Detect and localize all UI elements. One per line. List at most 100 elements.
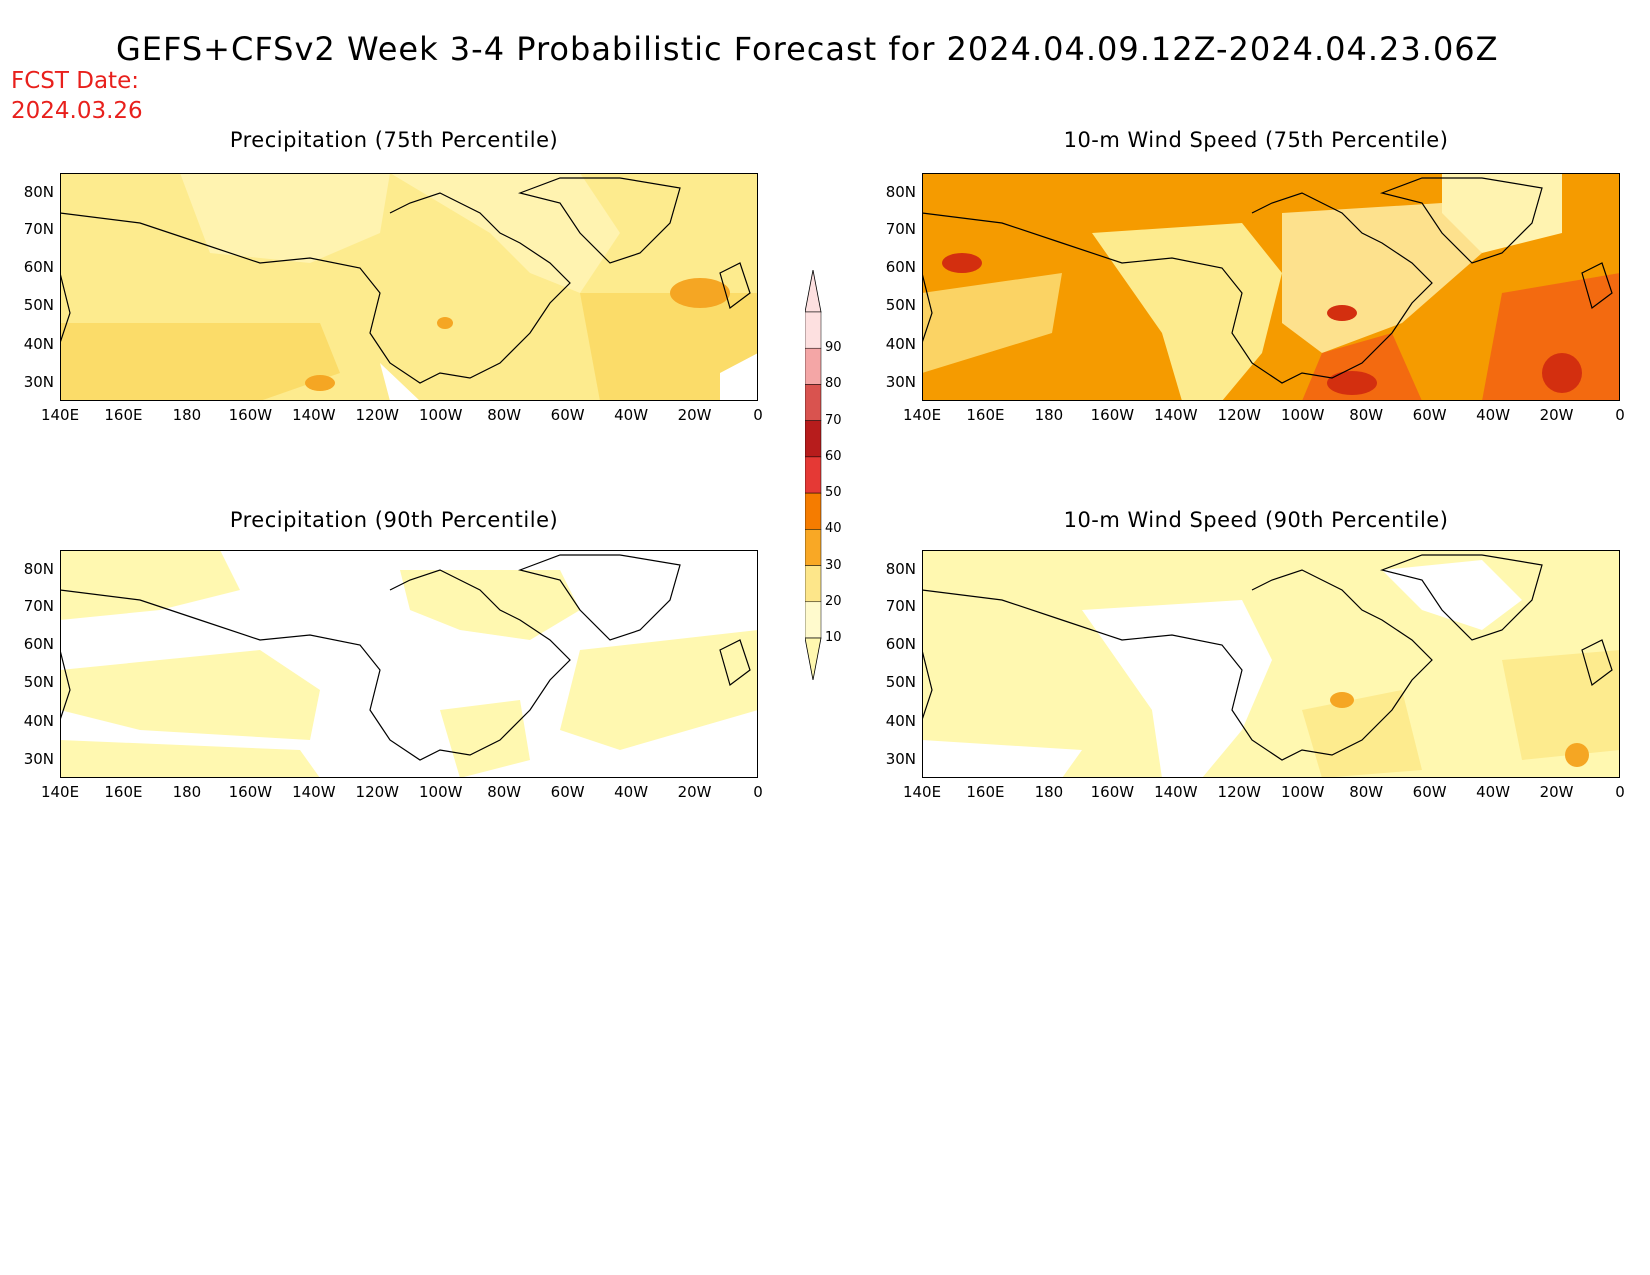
lon-tick-wind75: 160E <box>966 406 1005 424</box>
lat-tick-wind90: 40N <box>885 712 916 730</box>
map-precip90-svg <box>59 550 758 778</box>
lon-tick-precip75: 140E <box>40 406 80 424</box>
colorbar-label: 40 <box>825 521 842 537</box>
lon-tick-wind90: 60W <box>1412 783 1447 801</box>
lat-tick-wind75: 60N <box>885 258 916 276</box>
lon-tick-wind90: 80W <box>1349 783 1384 801</box>
lon-tick-wind90: 120W <box>1217 783 1261 801</box>
lon-tick-wind75: 120W <box>1217 406 1261 424</box>
lon-tick-wind75: 160W <box>1090 406 1135 424</box>
lon-tick-precip75: 60W <box>550 406 585 424</box>
lon-tick-precip75: 160W <box>228 406 273 424</box>
lat-tick-wind75: 30N <box>885 373 916 391</box>
lon-tick-precip75: 40W <box>614 406 649 424</box>
lat-tick-precip90: 30N <box>23 750 54 768</box>
lon-tick-precip90: 100W <box>418 783 463 801</box>
colorbar-swatch <box>804 529 822 566</box>
lon-tick-wind75: 0 <box>1615 406 1625 424</box>
lon-tick-wind75: 140W <box>1154 406 1198 424</box>
lon-tick-precip90: 60W <box>550 783 585 801</box>
colorbar-swatch <box>804 420 822 458</box>
lat-tick-precip75: 40N <box>23 335 54 353</box>
lon-tick-wind75: 100W <box>1280 406 1325 424</box>
panel-title-precip90: Precipitation (90th Percentile) <box>229 508 559 532</box>
colorbar-label: 30 <box>825 557 842 573</box>
colorbar-label: 90 <box>825 340 842 356</box>
colorbar-label: 10 <box>825 630 842 645</box>
forecast-date-value: 2024.03.26 <box>11 98 143 124</box>
colorbar-swatch <box>804 601 822 639</box>
lon-tick-wind90: 180 <box>1034 783 1064 801</box>
lat-tick-wind90: 60N <box>885 635 916 653</box>
map-precip90 <box>59 550 758 778</box>
lon-tick-precip90: 140E <box>40 783 80 801</box>
forecast-date-label: FCST Date: <box>11 68 139 94</box>
colorbar-swatch <box>804 565 822 603</box>
panel-title-precip75: Precipitation (75th Percentile) <box>229 128 559 152</box>
lat-tick-wind90: 70N <box>885 597 916 615</box>
map-wind90-svg <box>921 550 1620 778</box>
lon-tick-wind90: 140W <box>1154 783 1198 801</box>
lon-tick-precip90: 160W <box>228 783 273 801</box>
lon-tick-precip90: 140W <box>292 783 336 801</box>
lon-tick-wind75: 140E <box>902 406 942 424</box>
lat-tick-precip90: 70N <box>23 597 54 615</box>
lat-tick-wind90: 80N <box>885 560 916 578</box>
lon-tick-precip75: 0 <box>753 406 763 424</box>
lat-tick-precip75: 50N <box>23 296 54 314</box>
map-precip75-svg <box>59 173 758 401</box>
lat-tick-wind90: 30N <box>885 750 916 768</box>
lon-tick-precip90: 120W <box>355 783 399 801</box>
colorbar: 90 80 70 60 50 40 30 20 10 <box>804 269 875 681</box>
lon-tick-precip75: 140W <box>292 406 336 424</box>
lon-tick-wind75: 20W <box>1539 406 1574 424</box>
lon-tick-precip90: 180 <box>172 783 202 801</box>
colorbar-swatch <box>804 456 822 494</box>
colorbar-label: 20 <box>825 593 842 609</box>
colorbar-swatch <box>804 311 822 349</box>
map-wind75 <box>921 173 1620 401</box>
lon-tick-precip75: 120W <box>355 406 399 424</box>
panel-title-wind75: 10-m Wind Speed (75th Percentile) <box>1063 128 1449 152</box>
lon-tick-wind90: 140E <box>902 783 942 801</box>
lon-tick-wind90: 160E <box>966 783 1005 801</box>
colorbar-swatch <box>804 347 822 385</box>
lat-tick-wind75: 70N <box>885 220 916 238</box>
lon-tick-precip90: 20W <box>677 783 712 801</box>
lat-tick-wind75: 50N <box>885 296 916 314</box>
colorbar-label: 70 <box>825 412 842 428</box>
map-wind75-svg <box>921 173 1620 401</box>
lat-tick-precip75: 70N <box>23 220 54 238</box>
lon-tick-precip75: 20W <box>677 406 712 424</box>
colorbar-swatch <box>804 492 822 530</box>
map-wind90 <box>921 550 1620 778</box>
lon-tick-precip75: 100W <box>418 406 463 424</box>
lat-tick-wind90: 50N <box>885 673 916 691</box>
lon-tick-precip90: 80W <box>487 783 522 801</box>
lon-tick-wind75: 80W <box>1349 406 1384 424</box>
lon-tick-wind90: 100W <box>1280 783 1325 801</box>
lat-tick-precip75: 60N <box>23 258 54 276</box>
lat-tick-wind75: 40N <box>885 335 916 353</box>
lat-tick-precip90: 80N <box>23 560 54 578</box>
lat-tick-precip75: 80N <box>23 183 54 201</box>
lon-tick-precip75: 160E <box>104 406 143 424</box>
lon-tick-precip90: 40W <box>614 783 649 801</box>
lon-tick-precip75: 180 <box>172 406 202 424</box>
lon-tick-wind90: 160W <box>1090 783 1135 801</box>
colorbar-label: 50 <box>825 485 842 501</box>
lat-tick-precip90: 60N <box>23 635 54 653</box>
lon-tick-wind90: 0 <box>1615 783 1625 801</box>
lat-tick-precip75: 30N <box>23 373 54 391</box>
lon-tick-precip75: 80W <box>487 406 522 424</box>
map-precip75 <box>59 173 758 401</box>
lon-tick-precip90: 0 <box>753 783 763 801</box>
lon-tick-wind75: 40W <box>1476 406 1511 424</box>
panel-title-wind90: 10-m Wind Speed (90th Percentile) <box>1063 508 1449 532</box>
lon-tick-precip90: 160E <box>104 783 143 801</box>
lon-tick-wind90: 20W <box>1539 783 1574 801</box>
colorbar-label: 60 <box>825 448 842 464</box>
lat-tick-wind75: 80N <box>885 183 916 201</box>
main-title: GEFS+CFSv2 Week 3-4 Probabilistic Foreca… <box>116 30 1499 68</box>
colorbar-label: 80 <box>825 376 842 392</box>
